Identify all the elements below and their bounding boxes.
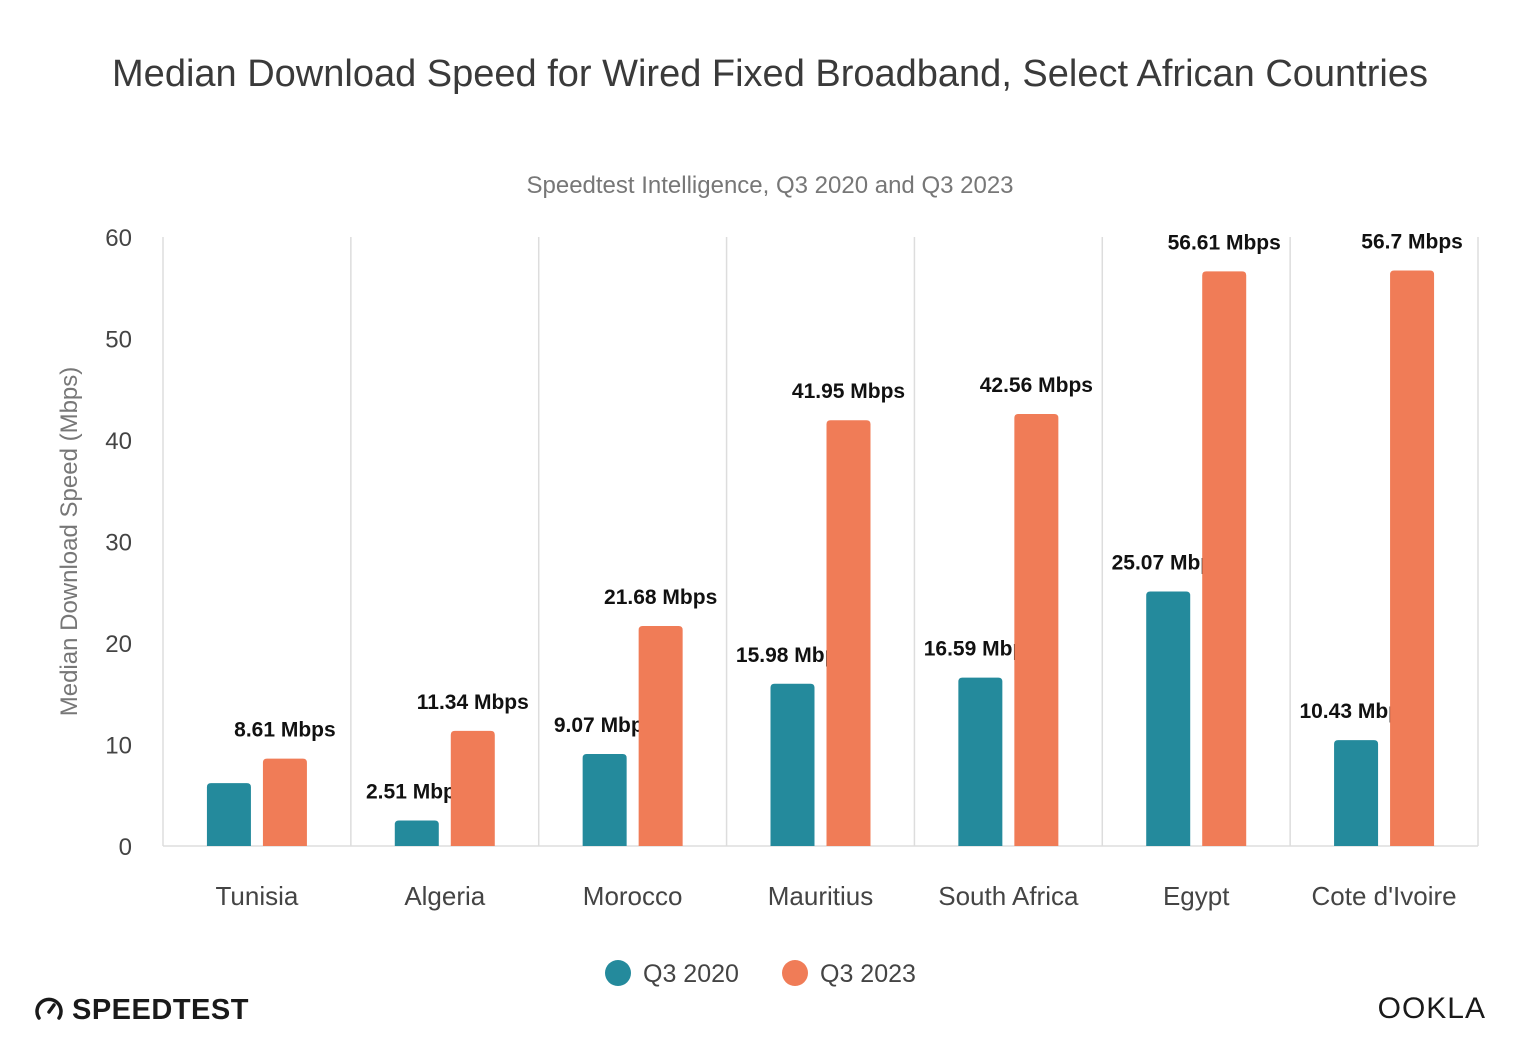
bar-q3-2023	[1390, 270, 1435, 846]
bar-q3-2020	[582, 753, 627, 846]
bar-q3-2020	[770, 683, 815, 846]
gauge-icon	[35, 997, 63, 1020]
bar-q3-2020	[1146, 591, 1191, 846]
data-label: 11.34 Mbps	[417, 691, 529, 714]
bar-q3-2020	[394, 820, 439, 846]
y-tick-label: 20	[105, 631, 132, 658]
speedtest-logo-text: SPEEDTEST	[72, 993, 249, 1026]
y-tick-label: 50	[105, 327, 132, 354]
bar-q3-2023	[826, 420, 871, 846]
legend-marker	[782, 960, 808, 986]
data-label: 56.61 Mbps	[1168, 231, 1281, 254]
x-tick-label: Algeria	[404, 881, 485, 911]
x-tick-label: Cote d'Ivoire	[1311, 881, 1456, 911]
bar-q3-2020	[958, 677, 1003, 846]
bar-q3-2020	[206, 783, 251, 846]
bar-q3-2023	[638, 625, 683, 846]
x-tick-label: Morocco	[583, 881, 683, 911]
y-tick-label: 40	[105, 428, 132, 455]
chart-title: Median Download Speed for Wired Fixed Br…	[112, 53, 1428, 95]
legend-label: Q3 2020	[643, 960, 739, 988]
bar-q3-2023	[450, 730, 495, 846]
bar-q3-2023	[1202, 271, 1247, 846]
bar-q3-2020	[1334, 740, 1379, 846]
x-tick-label: South Africa	[938, 881, 1079, 911]
x-tick-label: Tunisia	[215, 881, 298, 911]
chart-subtitle: Speedtest Intelligence, Q3 2020 and Q3 2…	[526, 172, 1014, 199]
bar-q3-2023	[262, 758, 307, 846]
speedtest-logo: SPEEDTEST	[34, 992, 249, 1028]
legend-label: Q3 2023	[820, 960, 916, 988]
data-label: 42.56 Mbps	[980, 374, 1093, 397]
data-label: 56.7 Mbps	[1361, 230, 1463, 253]
y-tick-label: 60	[105, 225, 132, 252]
y-tick-label: 30	[105, 530, 132, 557]
data-label: 41.95 Mbps	[792, 380, 905, 403]
x-tick-label: Egypt	[1163, 881, 1230, 911]
bar-q3-2023	[1014, 414, 1059, 846]
ookla-logo: OOKLA	[1377, 992, 1486, 1025]
data-label: 21.68 Mbps	[604, 586, 717, 609]
y-tick-label: 10	[105, 733, 132, 760]
y-axis-label: Median Download Speed (Mbps)	[56, 367, 83, 717]
legend-marker	[605, 960, 631, 986]
y-tick-label: 0	[119, 834, 132, 861]
x-tick-label: Mauritius	[768, 881, 873, 911]
data-label: 8.61 Mbps	[234, 719, 336, 742]
